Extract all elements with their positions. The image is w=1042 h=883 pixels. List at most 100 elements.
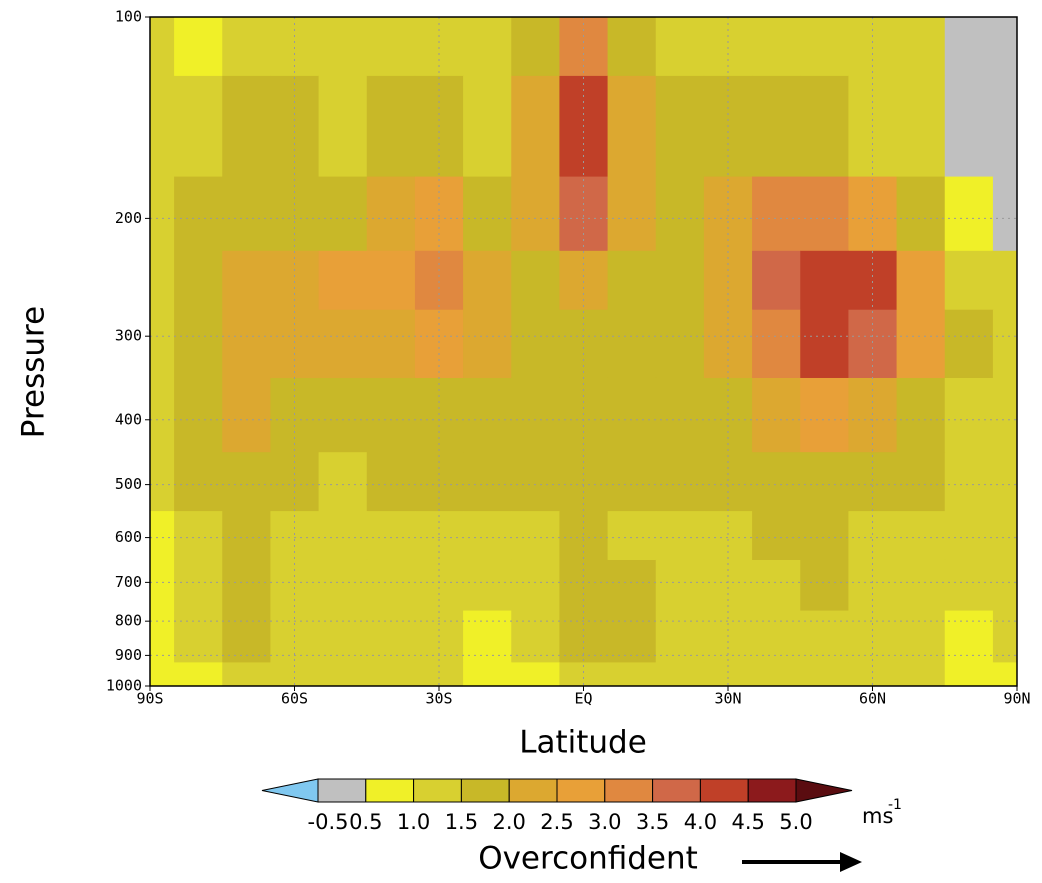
field-cell xyxy=(270,176,320,252)
field-cell xyxy=(752,176,801,252)
field-cell xyxy=(318,17,368,77)
x-tick-label: 90S xyxy=(136,690,163,708)
field-cell xyxy=(992,75,1018,178)
field-cell xyxy=(655,75,705,178)
y-tick-label: 200 xyxy=(115,209,142,227)
field-cell xyxy=(414,250,464,311)
field-cell xyxy=(511,452,560,512)
field-cell xyxy=(463,610,512,663)
field-cell xyxy=(174,176,223,252)
field-cell xyxy=(703,250,753,311)
colorbar-above xyxy=(795,778,853,803)
field-cell xyxy=(463,309,512,379)
colorbar-box xyxy=(317,778,367,803)
plot-frame xyxy=(149,16,1018,687)
field-cell xyxy=(896,559,946,612)
x-tick-label: 60S xyxy=(281,690,308,708)
field-cell xyxy=(992,309,1018,379)
field-cell xyxy=(703,559,753,612)
field-cell xyxy=(944,511,994,561)
field-cell xyxy=(944,250,994,311)
field-cell xyxy=(150,559,175,612)
field-cell xyxy=(896,452,946,512)
field-cell xyxy=(174,511,223,561)
field-cell xyxy=(463,662,512,687)
field-cell xyxy=(270,309,320,379)
colorbar: -0.5 0.5 1.0 1.5 2.0 2.5 3.0 3.5 4.0 4.5 5.0 ms-1 xyxy=(261,778,902,834)
field-cell xyxy=(174,559,223,612)
x-tick-label: 30N xyxy=(714,690,741,708)
colorbar-label: 1.5 xyxy=(445,810,478,834)
colorbar-box xyxy=(508,778,558,803)
field-cell xyxy=(752,559,801,612)
colorbar-box xyxy=(460,778,510,803)
field-cell xyxy=(318,511,368,561)
field-cell xyxy=(511,250,560,311)
field-cell xyxy=(992,250,1018,311)
field-cell xyxy=(752,75,801,178)
field-cell xyxy=(222,176,271,252)
field-cell xyxy=(607,610,657,663)
x-axis-label: Latitude xyxy=(519,725,647,761)
field-cell xyxy=(366,17,416,77)
y-tick-label: 100 xyxy=(115,8,142,26)
y-tick-label: 700 xyxy=(115,573,142,591)
field-cell xyxy=(607,662,657,687)
field-cell xyxy=(800,610,849,663)
field-cell xyxy=(655,377,705,453)
field-cell xyxy=(318,75,368,178)
field-cell xyxy=(848,17,898,77)
field-cell xyxy=(752,610,801,663)
colorbar-unit-superscript: -1 xyxy=(888,797,902,813)
field-cell xyxy=(944,662,994,687)
field-cell xyxy=(752,452,801,512)
field-cell xyxy=(150,75,175,178)
field-cell xyxy=(559,17,609,77)
field-cell xyxy=(800,511,849,561)
field-cell xyxy=(366,250,416,311)
field-cell xyxy=(703,309,753,379)
field-cell xyxy=(463,75,512,178)
field-cell xyxy=(655,250,705,311)
field-cell xyxy=(607,75,657,178)
field-cell xyxy=(150,511,175,561)
y-tick-label: 400 xyxy=(115,410,142,428)
field-cell xyxy=(944,559,994,612)
field-cell xyxy=(366,662,416,687)
field-cell xyxy=(992,452,1018,512)
field-cell xyxy=(150,662,175,687)
y-tick-label: 900 xyxy=(115,646,142,664)
field-cell xyxy=(559,176,609,252)
colorbar-label: 1.0 xyxy=(397,810,430,834)
field-cell xyxy=(318,559,368,612)
field-cell xyxy=(222,662,271,687)
field-cell xyxy=(222,511,271,561)
field-cell xyxy=(992,377,1018,453)
field-cell xyxy=(150,377,175,453)
field-cell xyxy=(222,309,271,379)
field-cell xyxy=(511,377,560,453)
field-cell xyxy=(752,250,801,311)
arrow xyxy=(742,852,862,872)
colorbar-box xyxy=(699,778,749,803)
y-tick-label: 800 xyxy=(115,612,142,630)
field-cell xyxy=(150,17,175,77)
x-tick-label: EQ xyxy=(574,690,592,708)
field-cell xyxy=(655,309,705,379)
field-cell xyxy=(800,559,849,612)
field-cell xyxy=(896,511,946,561)
field-cell xyxy=(270,511,320,561)
field-cell xyxy=(800,309,849,379)
colorbar-label: 3.5 xyxy=(636,810,669,834)
field-cell xyxy=(270,250,320,311)
field-cell xyxy=(174,377,223,453)
field-cell xyxy=(222,452,271,512)
field-cell xyxy=(848,250,898,311)
field-cell xyxy=(607,17,657,77)
field-cell xyxy=(800,662,849,687)
field-cell xyxy=(414,17,464,77)
field-cell xyxy=(655,610,705,663)
field-cell xyxy=(559,559,609,612)
field-cell xyxy=(150,452,175,512)
field-cell xyxy=(752,662,801,687)
